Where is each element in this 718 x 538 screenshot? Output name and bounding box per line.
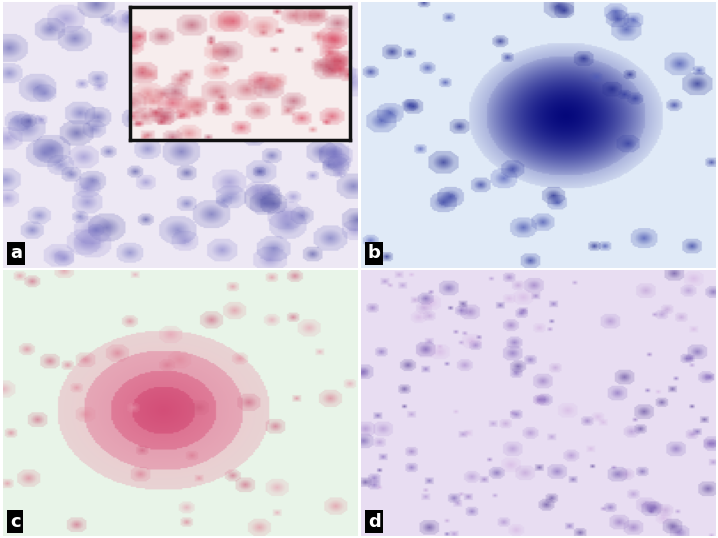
Text: c: c: [10, 513, 21, 530]
Text: b: b: [368, 244, 381, 263]
Text: d: d: [368, 513, 381, 530]
Text: a: a: [10, 244, 22, 263]
